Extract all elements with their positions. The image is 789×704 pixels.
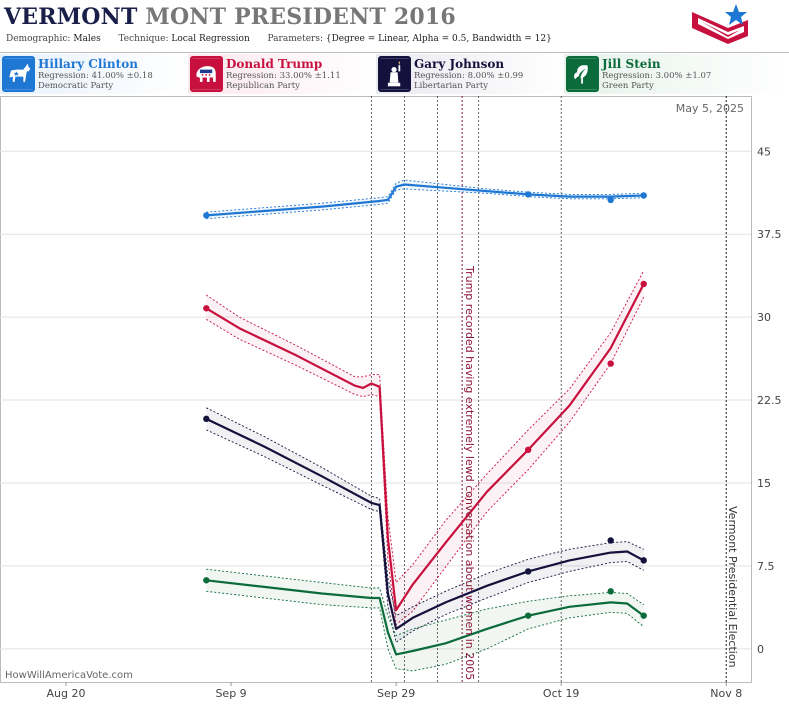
x-tick-label: Aug 20	[47, 687, 86, 700]
confidence-band	[206, 407, 644, 643]
technique-value: Local Regression	[171, 34, 250, 44]
poll-point	[607, 360, 614, 367]
upper-bound-line	[206, 568, 644, 637]
candidate-regression: Regression: 41.00% ±0.18	[38, 71, 153, 81]
candidate-name: Donald Trump	[226, 57, 323, 71]
series-lines	[205, 183, 645, 656]
candidate-name: Gary Johnson	[414, 57, 505, 71]
x-tick-label: Sep 29	[377, 687, 415, 700]
y-tick-label: 22.5	[757, 394, 782, 407]
site-logo-icon[interactable]	[688, 2, 752, 50]
poll-point	[203, 212, 210, 219]
x-tick-label: Nov 8	[710, 687, 742, 700]
poll-point	[203, 415, 210, 423]
elephant-icon	[190, 56, 223, 92]
confidence-band	[206, 270, 644, 625]
technique-label: Technique:	[118, 34, 169, 44]
confidence-band	[206, 180, 644, 219]
poll-point	[524, 191, 532, 198]
statue-of-liberty-icon	[378, 56, 411, 92]
series-line	[205, 417, 645, 630]
poll-point	[640, 612, 647, 619]
candidate-legend: Hillary Clinton Regression: 41.00% ±0.18…	[0, 54, 789, 94]
y-axis-labels: 45 37.5 30 22.5 15 7.5 0	[757, 145, 782, 656]
demographic-value: Males	[73, 34, 101, 44]
poll-point	[524, 612, 532, 619]
annotations: Trump recorded having extremely lewd con…	[463, 265, 739, 680]
x-axis-labels: Aug 20 Sep 9 Sep 29 Oct 19 Nov 8	[47, 682, 742, 700]
parameters-label: Parameters:	[267, 34, 323, 44]
confidence-bands	[206, 179, 645, 672]
lower-bound-line	[206, 296, 645, 626]
poll-point	[607, 196, 614, 204]
donkey-icon	[2, 56, 35, 92]
candidate-card-stein[interactable]: Jill Stein Regression: 3.00% ±1.07 Green…	[564, 54, 789, 94]
candidate-card-clinton[interactable]: Hillary Clinton Regression: 41.00% ±0.18…	[0, 54, 188, 94]
date-label: May 5, 2025	[676, 102, 744, 115]
x-tick-label: Sep 9	[215, 687, 246, 700]
lower-bound-line	[206, 590, 644, 672]
series-line	[206, 183, 644, 217]
series-line	[205, 283, 645, 612]
upper-bound-line	[206, 407, 644, 617]
series-line	[206, 579, 645, 656]
title-state: VERMONT	[4, 4, 138, 30]
report-header: VERMONT MONT PRESIDENT 2016 Demographic:…	[0, 0, 789, 52]
annotation-text: Vermont Presidential Election	[726, 506, 739, 668]
watermark: HowWillAmericaVote.com	[5, 670, 133, 681]
parameter-line: Demographic: Males Technique: Local Regr…	[6, 34, 552, 44]
candidate-regression: Regression: 3.00% ±1.07	[602, 71, 712, 81]
leaf-icon	[566, 56, 599, 92]
title-race: PRESIDENT 2016	[234, 4, 456, 30]
y-tick-label: 45	[757, 145, 771, 158]
candidate-name: Jill Stein	[602, 57, 661, 71]
candidate-card-trump[interactable]: Donald Trump Regression: 33.00% ±1.11 Re…	[188, 54, 376, 94]
confidence-band	[206, 569, 644, 671]
y-tick-label: 0	[757, 643, 764, 656]
candidate-party: Green Party	[602, 81, 654, 91]
parameters-value: {Degree = Linear, Alpha = 0.5, Bandwidth…	[325, 34, 552, 44]
candidate-party: Republican Party	[226, 81, 300, 91]
poll-points	[203, 191, 647, 619]
x-tick-label: Oct 19	[543, 687, 580, 700]
page-title: VERMONT MONT PRESIDENT 2016	[4, 4, 456, 30]
demographic-label: Demographic:	[6, 34, 71, 44]
y-tick-label: 15	[757, 477, 771, 490]
poll-point	[524, 446, 532, 454]
poll-point	[203, 305, 210, 312]
y-tick-label: 7.5	[757, 560, 775, 573]
poll-point	[640, 192, 647, 199]
poll-point	[607, 537, 614, 544]
poll-point	[607, 588, 614, 595]
poll-point	[640, 557, 647, 564]
upper-bound-line	[206, 270, 645, 584]
poll-chart: 45 37.5 30 22.5 15 7.5 0 Aug 20 Sep 9 Sep 29 Oct …	[0, 96, 782, 700]
poll-point	[640, 280, 647, 288]
header-divider	[0, 52, 789, 53]
candidate-party: Libertarian Party	[414, 81, 489, 91]
candidate-regression: Regression: 33.00% ±1.11	[226, 71, 341, 81]
candidate-card-johnson[interactable]: Gary Johnson Regression: 8.00% ±0.99 Lib…	[376, 54, 564, 94]
candidate-party: Democratic Party	[38, 81, 114, 91]
poll-point	[203, 577, 210, 584]
upper-bound-line	[206, 179, 644, 213]
candidate-regression: Regression: 8.00% ±0.99	[414, 71, 524, 81]
candidate-name: Hillary Clinton	[38, 57, 138, 71]
y-tick-label: 37.5	[757, 228, 782, 241]
y-tick-label: 30	[757, 311, 771, 324]
title-mont: MONT	[145, 4, 227, 30]
annotation-text: Trump recorded having extremely lewd con…	[463, 265, 476, 680]
poll-point	[524, 568, 532, 575]
